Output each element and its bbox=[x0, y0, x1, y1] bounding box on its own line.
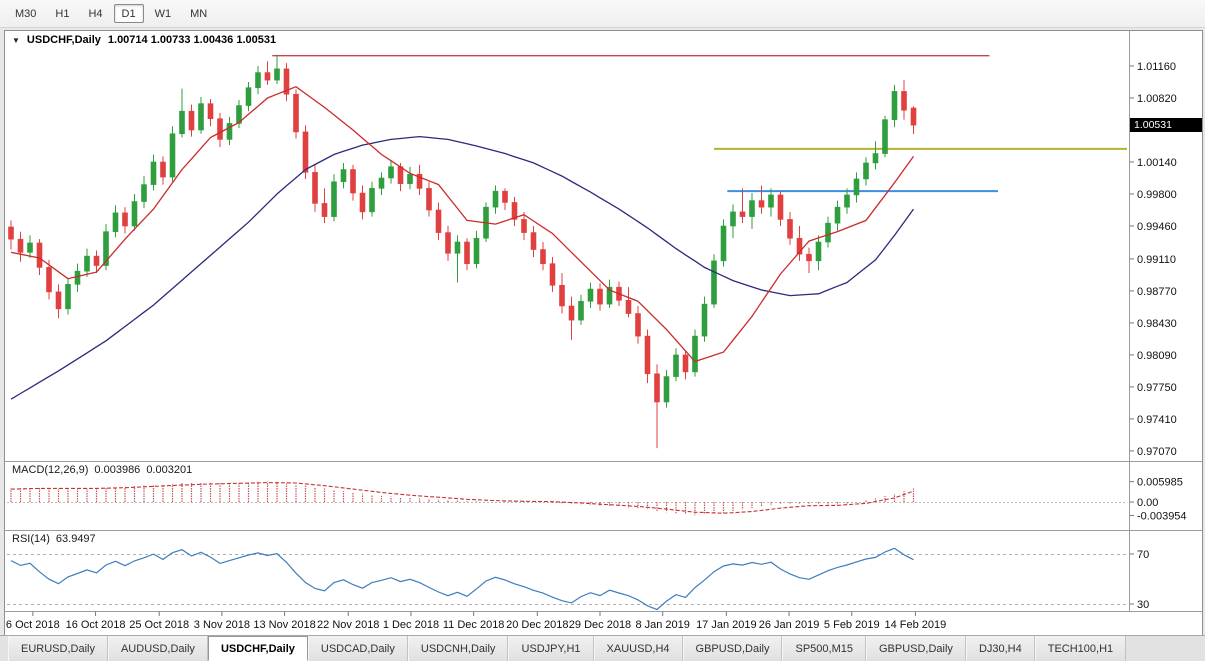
macd-pane bbox=[7, 481, 1127, 516]
svg-text:22 Nov 2018: 22 Nov 2018 bbox=[317, 619, 379, 631]
svg-text:0.98430: 0.98430 bbox=[1137, 318, 1177, 330]
svg-text:17 Jan 2019: 17 Jan 2019 bbox=[696, 619, 757, 631]
svg-text:8 Jan 2019: 8 Jan 2019 bbox=[635, 619, 689, 631]
macd-axis-labels: 0.005985 0.00-0.003954 bbox=[1129, 477, 1187, 522]
timeframe-button-m30[interactable]: M30 bbox=[7, 4, 44, 23]
svg-text:6 Oct 2018: 6 Oct 2018 bbox=[6, 619, 60, 631]
date-axis-labels: 6 Oct 2018 16 Oct 2018 25 Oct 2018 3 Nov 20… bbox=[6, 611, 947, 631]
rsi-axis-labels: 70 30 bbox=[1129, 549, 1149, 611]
timeframe-button-h1[interactable]: H1 bbox=[47, 4, 77, 23]
rsi-value: 63.9497 bbox=[55, 533, 96, 545]
svg-text:0.98090: 0.98090 bbox=[1137, 350, 1177, 362]
candlestick-series[interactable] bbox=[8, 54, 917, 449]
svg-text:0.97410: 0.97410 bbox=[1137, 414, 1177, 426]
svg-text:0.99800: 0.99800 bbox=[1137, 189, 1177, 201]
svg-text:13 Nov 2018: 13 Nov 2018 bbox=[253, 619, 315, 631]
symbol-tabbar: EURUSD,Daily AUDUSD,Daily USDCHF,Daily USDC… bbox=[0, 635, 1205, 661]
chart-symbol-label: USDCHF,Daily bbox=[26, 34, 101, 46]
svg-text:14 Feb 2019: 14 Feb 2019 bbox=[885, 619, 947, 631]
macd-signal-value: 0.003201 bbox=[146, 464, 193, 476]
svg-text:25 Oct 2018: 25 Oct 2018 bbox=[129, 619, 189, 631]
rsi-pane bbox=[7, 547, 1127, 611]
symbol-tab-gbpusd-daily[interactable]: GBPUSD,Daily bbox=[865, 636, 966, 661]
svg-text:5 Feb 2019: 5 Feb 2019 bbox=[824, 619, 880, 631]
pane-separators[interactable] bbox=[5, 31, 1202, 612]
chart-ohlc-values: 1.00714 1.00733 1.00436 1.00531 bbox=[107, 34, 277, 46]
chart-dropdown-triangle-icon[interactable]: ▼ bbox=[12, 35, 20, 45]
chart-workspace: 1.01160 1.00820 1.00140 0.99800 0.99460 0.991… bbox=[4, 30, 1203, 636]
svg-text:16 Oct 2018: 16 Oct 2018 bbox=[66, 619, 126, 631]
timeframe-button-mn[interactable]: MN bbox=[182, 4, 215, 23]
svg-text:0.97070: 0.97070 bbox=[1137, 446, 1177, 458]
svg-text:26 Jan 2019: 26 Jan 2019 bbox=[759, 619, 820, 631]
rsi-name: RSI(14) bbox=[12, 533, 50, 545]
svg-text:20 Dec 2018: 20 Dec 2018 bbox=[506, 619, 568, 631]
horizontal-line-objects[interactable] bbox=[272, 54, 1127, 193]
symbol-tab-usdchf-daily[interactable]: USDCHF,Daily bbox=[207, 636, 308, 661]
timeframe-button-h4[interactable]: H4 bbox=[80, 4, 110, 23]
symbol-tab-audusd-daily[interactable]: AUDUSD,Daily bbox=[107, 636, 208, 661]
svg-text:0.99460: 0.99460 bbox=[1137, 221, 1177, 233]
moving-average-lines[interactable] bbox=[10, 85, 915, 400]
symbol-tab-sp500-m15[interactable]: SP500,M15 bbox=[782, 636, 866, 661]
symbol-tab-eurusd-daily[interactable]: EURUSD,Daily bbox=[8, 636, 108, 661]
price-axis-labels: 1.01160 1.00820 1.00140 0.99800 0.99460 0.991… bbox=[1129, 61, 1177, 458]
symbol-tab-usdjpy-h1[interactable]: USDJPY,H1 bbox=[508, 636, 594, 661]
svg-text:1.00140: 1.00140 bbox=[1137, 157, 1177, 169]
timeframe-toolbar: M30 H1 H4 D1 W1 MN bbox=[0, 0, 1205, 28]
symbol-tab-usdcad-daily[interactable]: USDCAD,Daily bbox=[307, 636, 408, 661]
svg-text:29 Dec 2018: 29 Dec 2018 bbox=[569, 619, 631, 631]
svg-text:-0.003954: -0.003954 bbox=[1137, 510, 1187, 522]
svg-text:0.00: 0.00 bbox=[1137, 497, 1158, 509]
symbol-tab-dj30-h4[interactable]: DJ30,H4 bbox=[965, 636, 1035, 661]
svg-text:30: 30 bbox=[1137, 599, 1149, 611]
symbol-tab-gbpusd-daily[interactable]: GBPUSD,Daily bbox=[682, 636, 783, 661]
current-price-box: 1.00531 bbox=[1130, 118, 1202, 132]
macd-indicator-label: MACD(12,26,9) 0.003986 0.003201 bbox=[12, 464, 192, 476]
svg-text:1.00820: 1.00820 bbox=[1137, 93, 1177, 105]
svg-text:1 Dec 2018: 1 Dec 2018 bbox=[383, 619, 439, 631]
svg-text:0.99110: 0.99110 bbox=[1137, 254, 1176, 266]
macd-name: MACD(12,26,9) bbox=[12, 464, 89, 476]
rsi-indicator-label: RSI(14) 63.9497 bbox=[12, 533, 96, 545]
svg-text:0.97750: 0.97750 bbox=[1137, 382, 1177, 394]
symbol-tab-usdcnh-daily[interactable]: USDCNH,Daily bbox=[407, 636, 509, 661]
svg-text:0.98770: 0.98770 bbox=[1137, 286, 1177, 298]
symbol-tab-xauusd-h4[interactable]: XAUUSD,H4 bbox=[593, 636, 683, 661]
timeframe-button-d1[interactable]: D1 bbox=[113, 4, 144, 23]
symbol-tab-tech100-h1[interactable]: TECH100,H1 bbox=[1034, 636, 1127, 661]
chart-header: ▼ USDCHF,Daily 1.00714 1.00733 1.00436 1… bbox=[12, 34, 276, 46]
svg-text:1.01160: 1.01160 bbox=[1137, 61, 1176, 73]
chart-canvas[interactable]: 1.01160 1.00820 1.00140 0.99800 0.99460 0.991… bbox=[5, 31, 1202, 635]
macd-main-value: 0.003986 bbox=[94, 464, 141, 476]
svg-text:11 Dec 2018: 11 Dec 2018 bbox=[443, 619, 505, 631]
svg-text:70: 70 bbox=[1137, 549, 1149, 561]
svg-text:3 Nov 2018: 3 Nov 2018 bbox=[194, 619, 250, 631]
timeframe-button-w1[interactable]: W1 bbox=[147, 4, 180, 23]
svg-text:0.005985: 0.005985 bbox=[1137, 477, 1183, 489]
